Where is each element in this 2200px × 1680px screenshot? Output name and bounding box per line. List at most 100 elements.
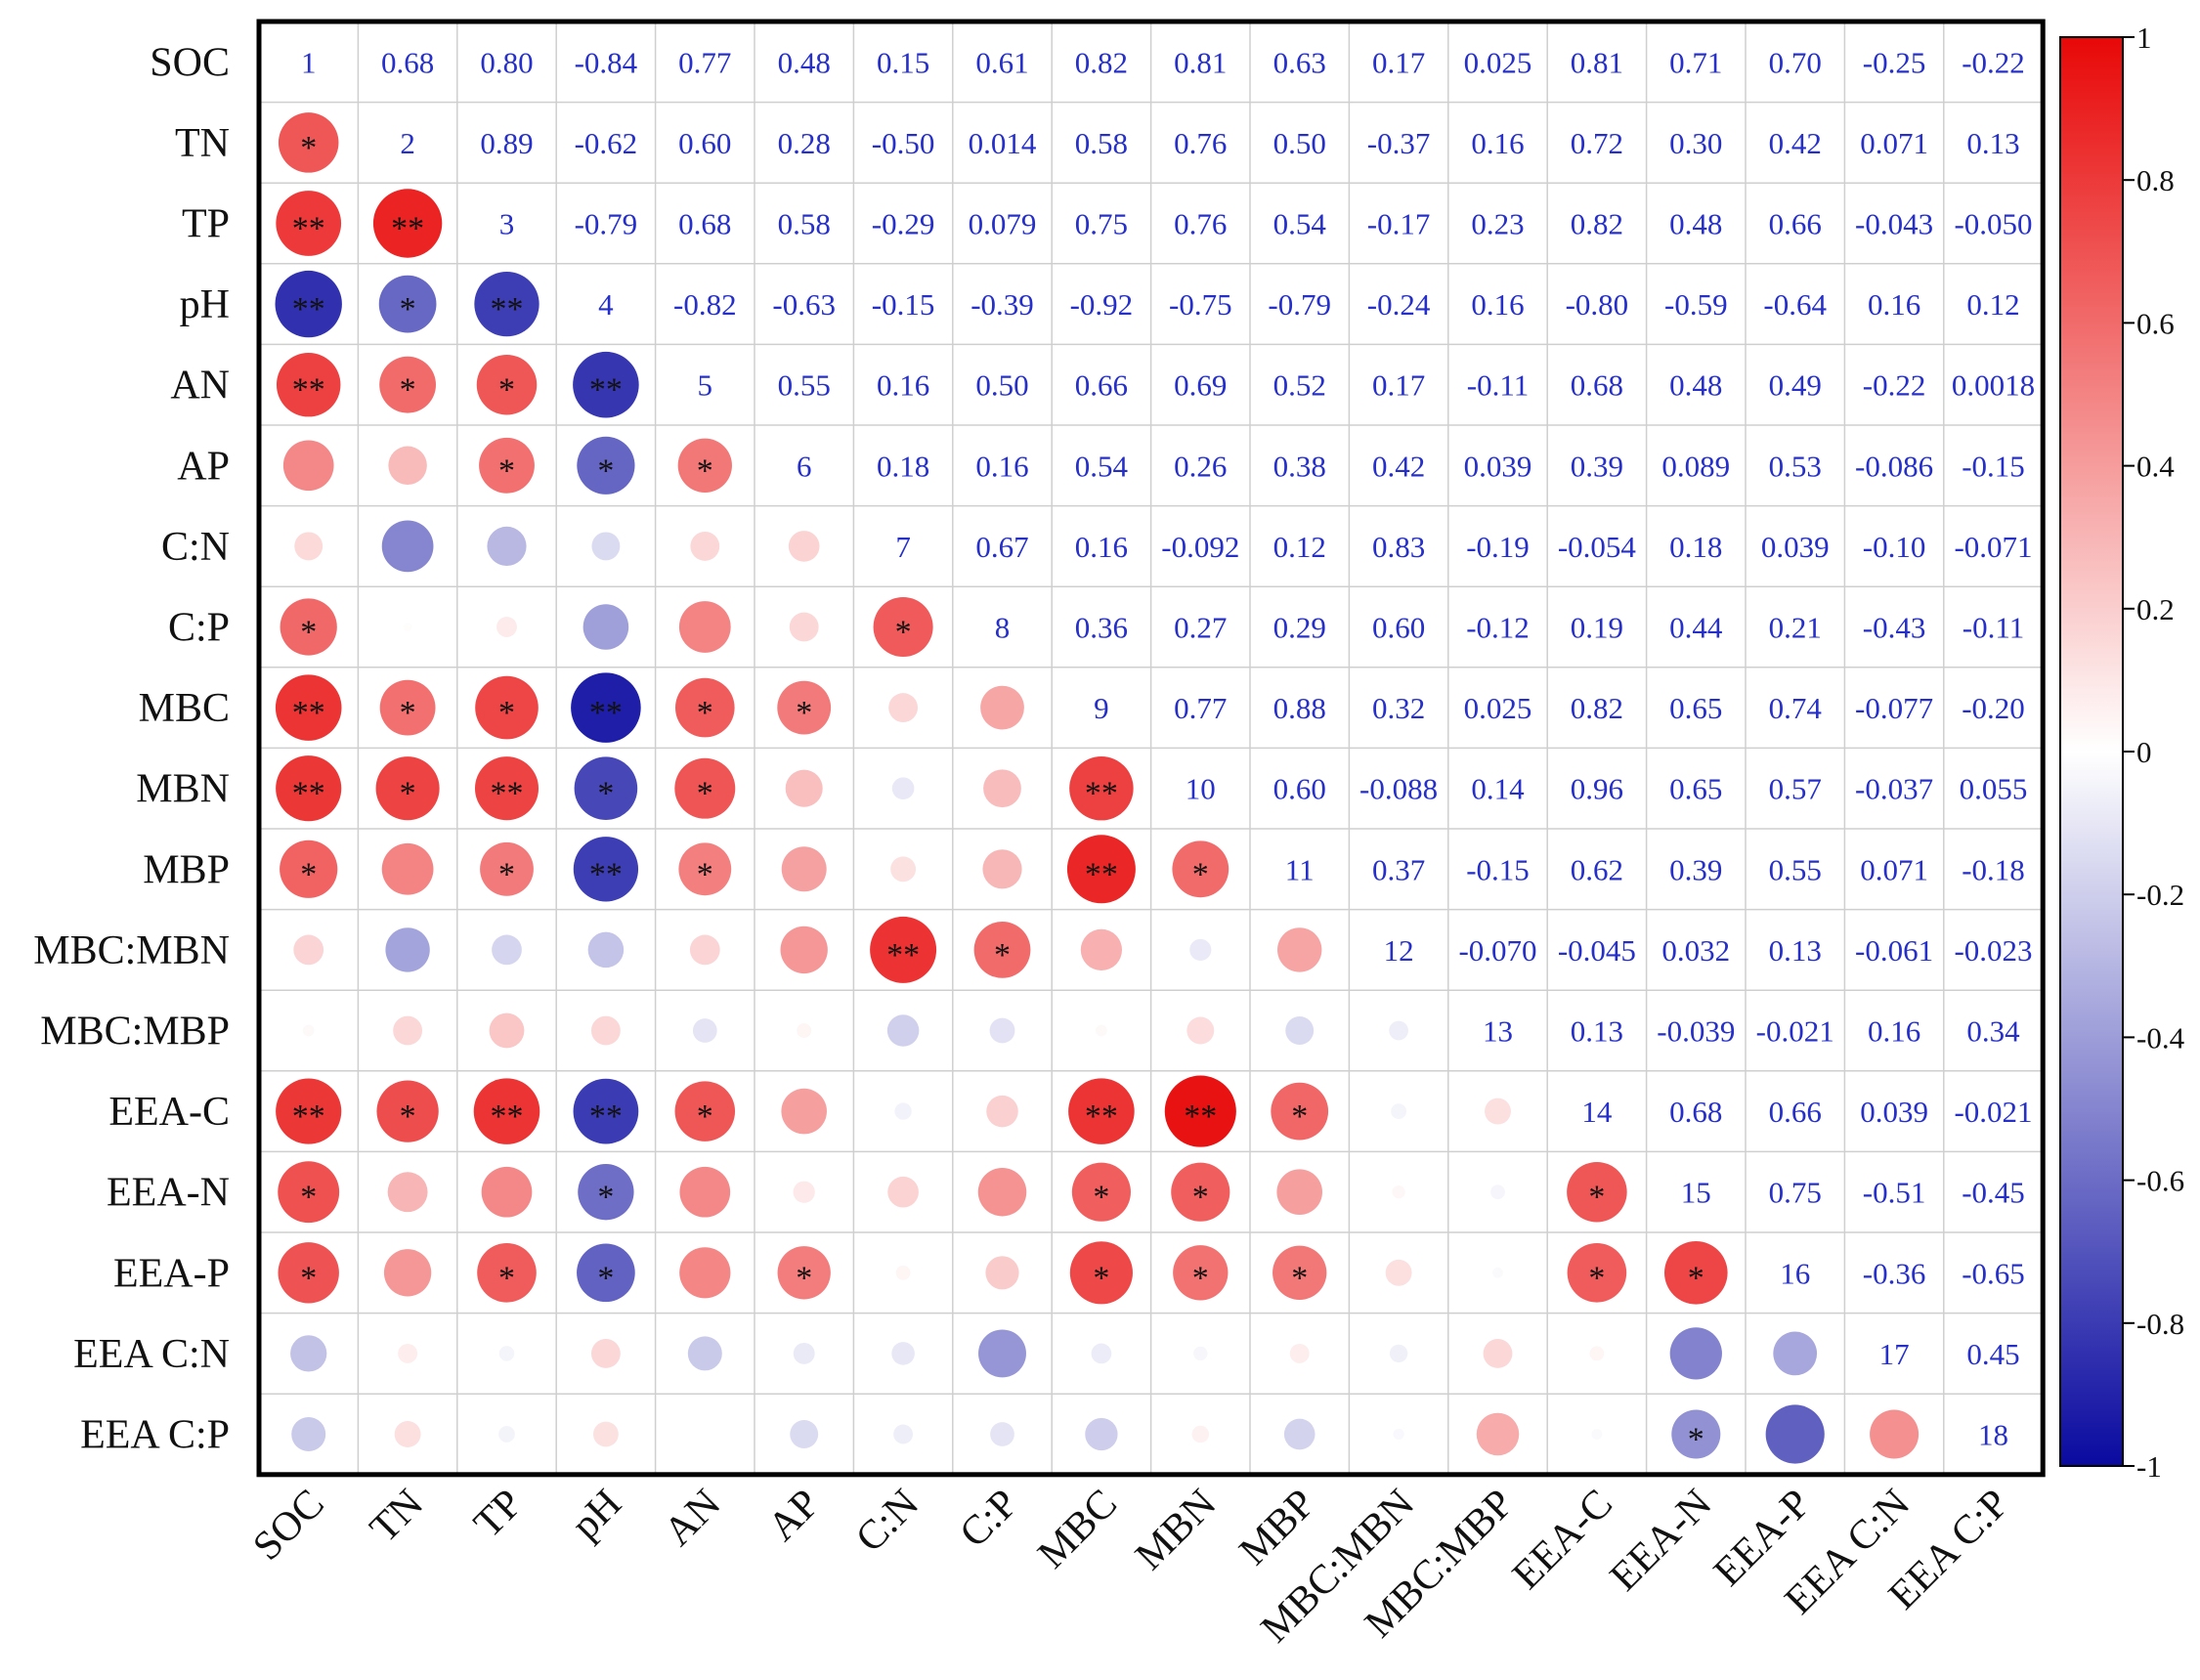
corr-circle [280,840,338,898]
corr-circle [777,680,832,735]
plot-frame [256,19,2046,1478]
corr-circle [293,934,324,966]
corr-value: 0.37 [1372,852,1425,886]
colorbar-tick-label: -0.8 [2136,1307,2184,1341]
significance-mark: ** [292,1098,325,1135]
corr-value: 0.89 [480,126,533,160]
row-label: MBN [136,767,230,812]
significance-mark: ** [1085,1098,1118,1135]
corr-value: 0.28 [778,126,831,160]
corr-value: 0.38 [1273,449,1326,483]
corr-circle [290,1335,327,1372]
corr-circle [1392,1185,1405,1199]
corr-circle [1191,1425,1210,1443]
corr-circle [989,1017,1015,1044]
column-label: TN [362,1481,432,1551]
corr-circle [781,846,827,892]
corr-circle [275,270,342,338]
corr-circle [790,1420,819,1448]
significance-mark: ** [491,291,524,327]
corr-value: 0.77 [678,45,731,79]
corr-circle [890,856,917,883]
corr-value: -0.17 [1367,207,1431,241]
corr-value: 2 [400,126,415,160]
corr-circle [1385,1259,1412,1286]
corr-value: 0.60 [1372,611,1425,645]
corr-value: -0.071 [1954,530,2032,564]
row-label: pH [180,282,230,327]
corr-circle [496,617,517,637]
corr-circle [473,1078,540,1144]
corr-value: -0.043 [1855,207,1933,241]
corr-value: 0.039 [1761,530,1830,564]
column-label: MBC [1029,1481,1126,1577]
row-label: SOC [150,40,230,85]
corr-value: 0.66 [1769,1095,1822,1129]
significance-mark: ** [292,291,325,327]
corr-circle [372,189,443,258]
significance-mark: * [498,856,515,892]
corr-circle [1393,1428,1404,1441]
corr-value: 0.55 [1769,852,1822,886]
row-label: EEA-N [107,1171,230,1216]
row-label: AP [177,444,230,489]
corr-value: 0.26 [1174,449,1227,483]
corr-circle [282,440,334,492]
row-labels: SOC TN TP pH AN AP C:N C:P MBC MBN MBP MBC:MBN MBC:M… [33,40,230,1457]
corr-value: 0.16 [877,368,929,403]
corr-value: -0.061 [1855,933,1933,968]
corr-value: -0.65 [1962,1256,2025,1290]
corr-value: -0.92 [1070,287,1134,322]
corr-circle [385,927,430,972]
corr-value: -0.84 [575,45,638,79]
corr-value: 0.77 [1174,691,1227,725]
significance-mark: * [697,776,713,812]
corr-value: 0.42 [1372,449,1425,483]
significance-mark: * [796,695,812,731]
corr-circle [1664,1241,1728,1305]
significance-mark: * [697,856,713,892]
column-label: SOC [244,1481,332,1569]
corr-value: 0.032 [1661,933,1730,968]
corr-circle [276,1078,342,1144]
corr-value: 0.27 [1174,611,1227,645]
corr-circle [278,1161,340,1224]
significance-mark: ** [292,695,325,731]
significance-mark: * [1093,1180,1109,1216]
corr-value: 0.17 [1372,45,1425,79]
significance-mark: * [300,1180,317,1216]
colorbar-tick-label: 0.8 [2136,163,2175,197]
significance-mark: * [1093,1260,1109,1296]
colorbar-tick-label: 0.6 [2136,306,2175,340]
significance-mark: * [400,372,416,409]
corr-value: 0.12 [1966,287,2019,322]
corr-circle [1589,1346,1605,1361]
corr-value: -0.11 [1963,611,2024,645]
corr-circle [393,1015,423,1046]
corr-circle [990,1422,1014,1446]
corr-value: 0.13 [1571,1014,1623,1049]
corr-circle [1669,1327,1722,1380]
corr-value: 0.50 [975,368,1028,403]
corr-circle [573,1078,639,1144]
corr-value: 0.80 [480,45,533,79]
corr-value: 8 [995,611,1011,645]
corr-value: 17 [1879,1337,1910,1371]
colorbar-tick-label: -0.4 [2136,1020,2185,1055]
significance-mark: * [597,776,614,812]
significance-mark: * [400,291,416,327]
significance-mark: ** [589,856,623,892]
significance-mark: ** [391,211,424,247]
corr-value: 14 [1581,1095,1613,1129]
significance-mark: ** [292,372,325,409]
significance-mark: * [796,1260,812,1296]
corr-value: 0.13 [1769,933,1822,968]
corr-value: 0.55 [778,368,831,403]
corr-circle [895,1265,911,1280]
corr-value: 0.82 [1075,45,1128,79]
colorbar-tick-label: 0 [2136,735,2152,769]
corr-circle [474,756,539,821]
corr-circle [797,1023,812,1038]
corr-value: 0.65 [1669,691,1722,725]
corr-circle [1068,1078,1135,1144]
